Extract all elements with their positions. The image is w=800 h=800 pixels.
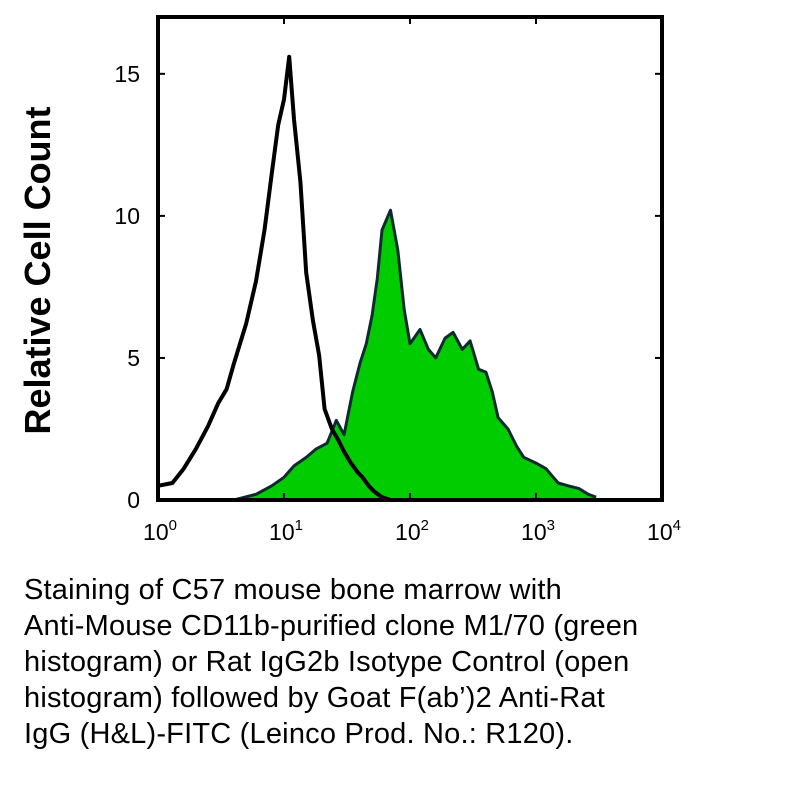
y-tick-label: 0 xyxy=(127,487,140,513)
caption-line: Staining of C57 mouse bone marrow with xyxy=(24,574,562,606)
y-axis-label: Relative Cell Count xyxy=(17,106,58,434)
filled-histogram-outline xyxy=(233,208,597,502)
y-tick-label: 5 xyxy=(127,345,140,371)
caption-line: Anti-Mouse CD11b-purified clone M1/70 (g… xyxy=(24,610,639,642)
open-histogram-line xyxy=(157,54,392,502)
caption-line: IgG (H&L)-FITC (Leinco Prod. No.: R120). xyxy=(24,718,574,750)
filled-histogram-area xyxy=(233,210,597,500)
x-tick-label: 101 xyxy=(269,517,303,545)
axis-ticks: 0 5 10 15 100 101 102 103 104 xyxy=(114,17,681,545)
figure-caption: Staining of C57 mouse bone marrow with A… xyxy=(24,572,792,752)
y-tick-label: 15 xyxy=(114,61,140,87)
caption-line: histogram) or Rat IgG2b Isotype Control … xyxy=(24,646,630,678)
y-tick-label: 10 xyxy=(114,203,140,229)
plot-area xyxy=(157,54,597,502)
flow-histogram-chart: 0 5 10 15 100 101 102 103 104 Relative Cell Coun… xyxy=(17,15,681,545)
x-tick-label: 100 xyxy=(143,517,177,545)
x-tick-label: 104 xyxy=(647,517,681,545)
x-tick-label: 102 xyxy=(395,517,429,545)
x-tick-label: 103 xyxy=(521,517,555,545)
caption-line: histogram) followed by Goat F(ab’)2 Anti… xyxy=(24,682,605,714)
